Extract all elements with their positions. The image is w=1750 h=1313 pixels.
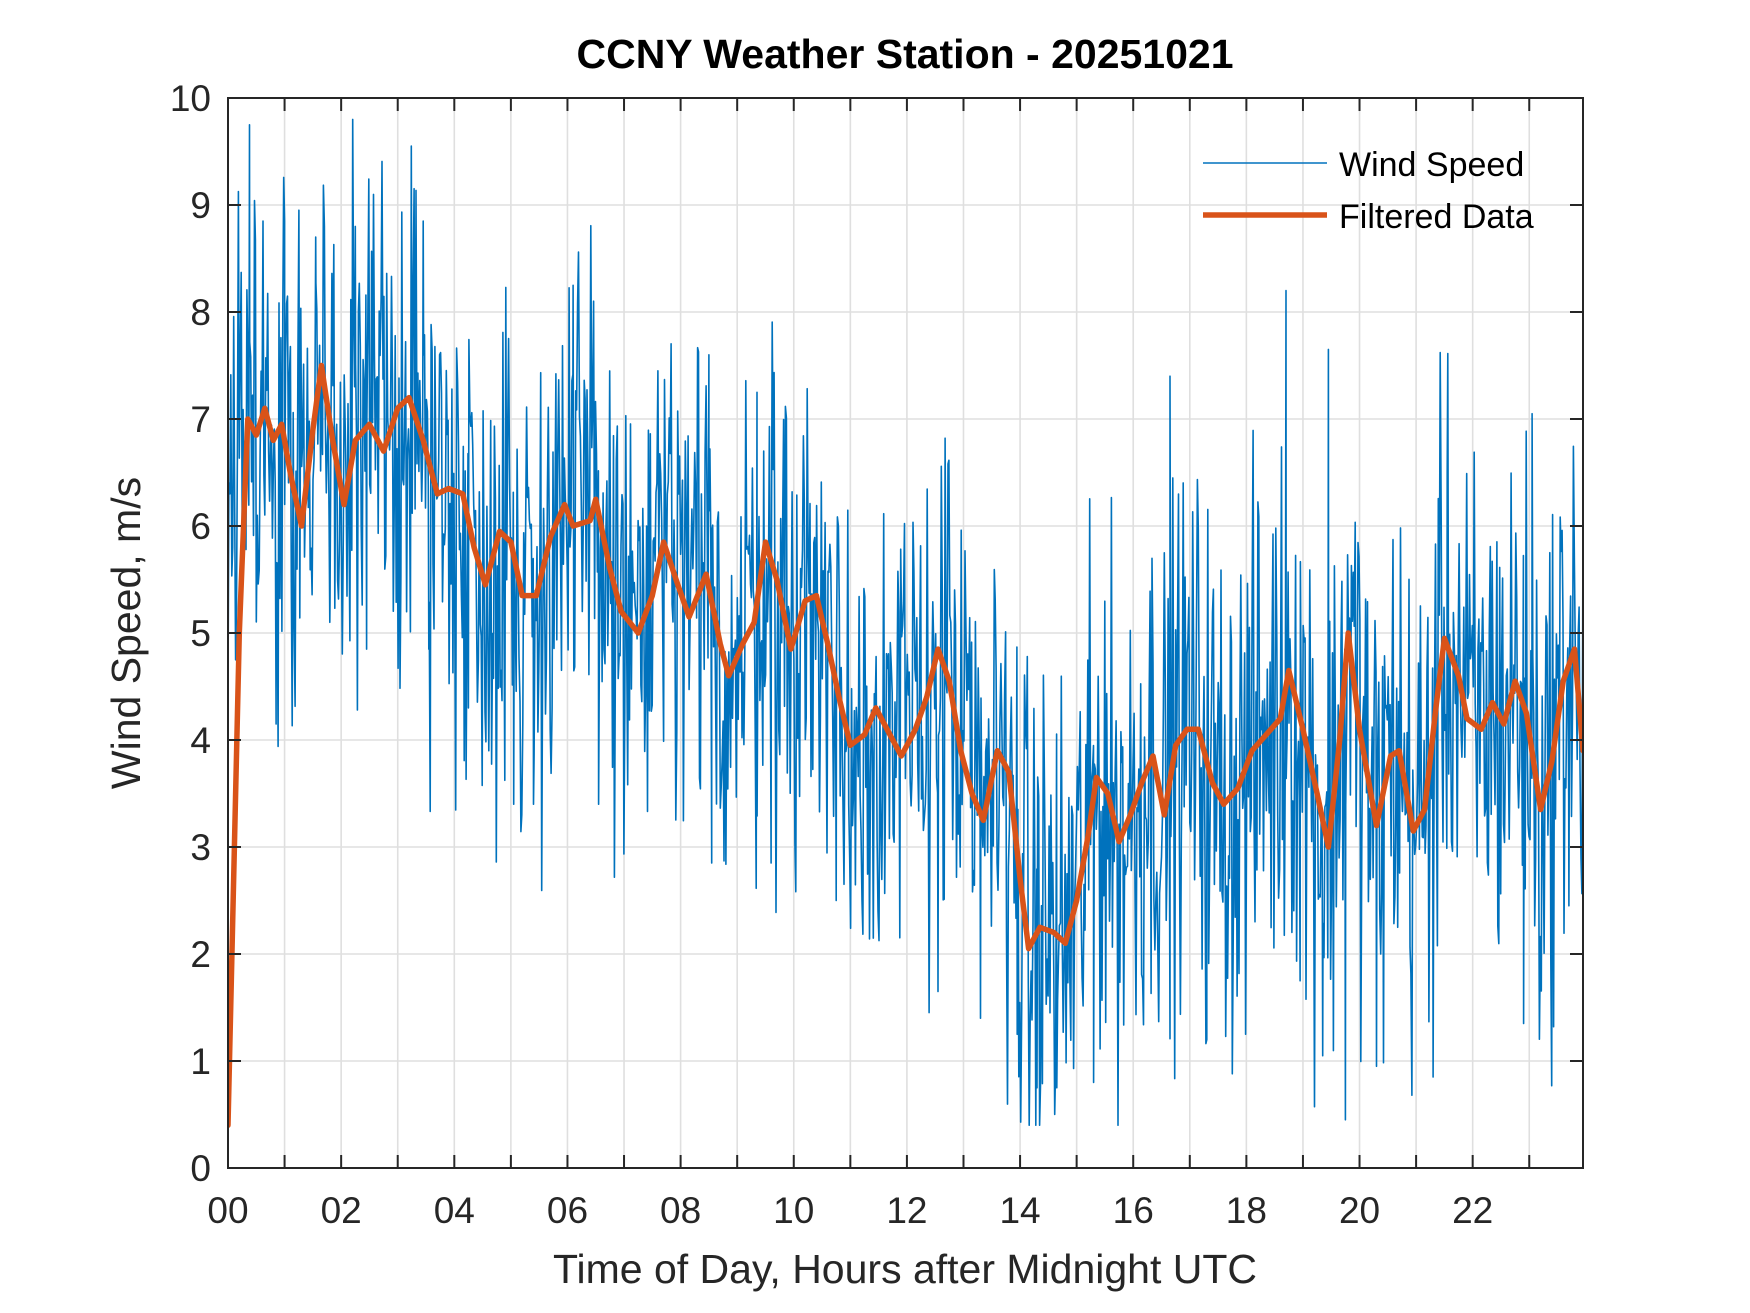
legend: Wind Speed Filtered Data <box>1203 146 1534 236</box>
x-tick-label: 16 <box>1113 1190 1154 1231</box>
y-tick-label: 1 <box>190 1041 211 1082</box>
x-tick-label: 06 <box>547 1190 588 1231</box>
axes <box>227 97 1584 1169</box>
x-tick-label: 14 <box>999 1190 1040 1231</box>
x-tick-label: 02 <box>321 1190 362 1231</box>
y-tick-label: 8 <box>190 292 211 333</box>
x-tick-label: 00 <box>207 1190 248 1231</box>
x-tick-label: 20 <box>1339 1190 1380 1231</box>
y-tick-label: 3 <box>190 827 211 868</box>
y-tick-label: 0 <box>190 1148 211 1189</box>
x-tick-label: 04 <box>434 1190 475 1231</box>
y-tick-label: 5 <box>190 613 211 654</box>
y-tick-label: 9 <box>190 185 211 226</box>
plot-area <box>228 118 1583 1128</box>
series-filtered-data-line <box>228 362 1583 1128</box>
y-tick-label: 6 <box>190 506 211 547</box>
legend-label-wind-speed: Wind Speed <box>1339 146 1524 184</box>
grid <box>228 98 1583 1168</box>
series-wind-speed-line <box>228 118 1583 1126</box>
chart-title: CCNY Weather Station - 20251021 <box>576 31 1233 77</box>
legend-label-filtered-data: Filtered Data <box>1339 198 1534 236</box>
y-tick-label: 2 <box>190 934 211 975</box>
x-tick-label: 12 <box>886 1190 927 1231</box>
x-tick-label: 08 <box>660 1190 701 1231</box>
x-tick-label: 18 <box>1226 1190 1267 1231</box>
y-tick-label: 4 <box>190 720 211 761</box>
y-tick-label: 10 <box>170 78 211 119</box>
x-tick-label: 10 <box>773 1190 814 1231</box>
x-tick-label: 22 <box>1452 1190 1493 1231</box>
y-tick-label: 7 <box>190 399 211 440</box>
x-axis-label: Time of Day, Hours after Midnight UTC <box>553 1246 1257 1292</box>
y-axis-label: Wind Speed, m/s <box>103 477 149 789</box>
